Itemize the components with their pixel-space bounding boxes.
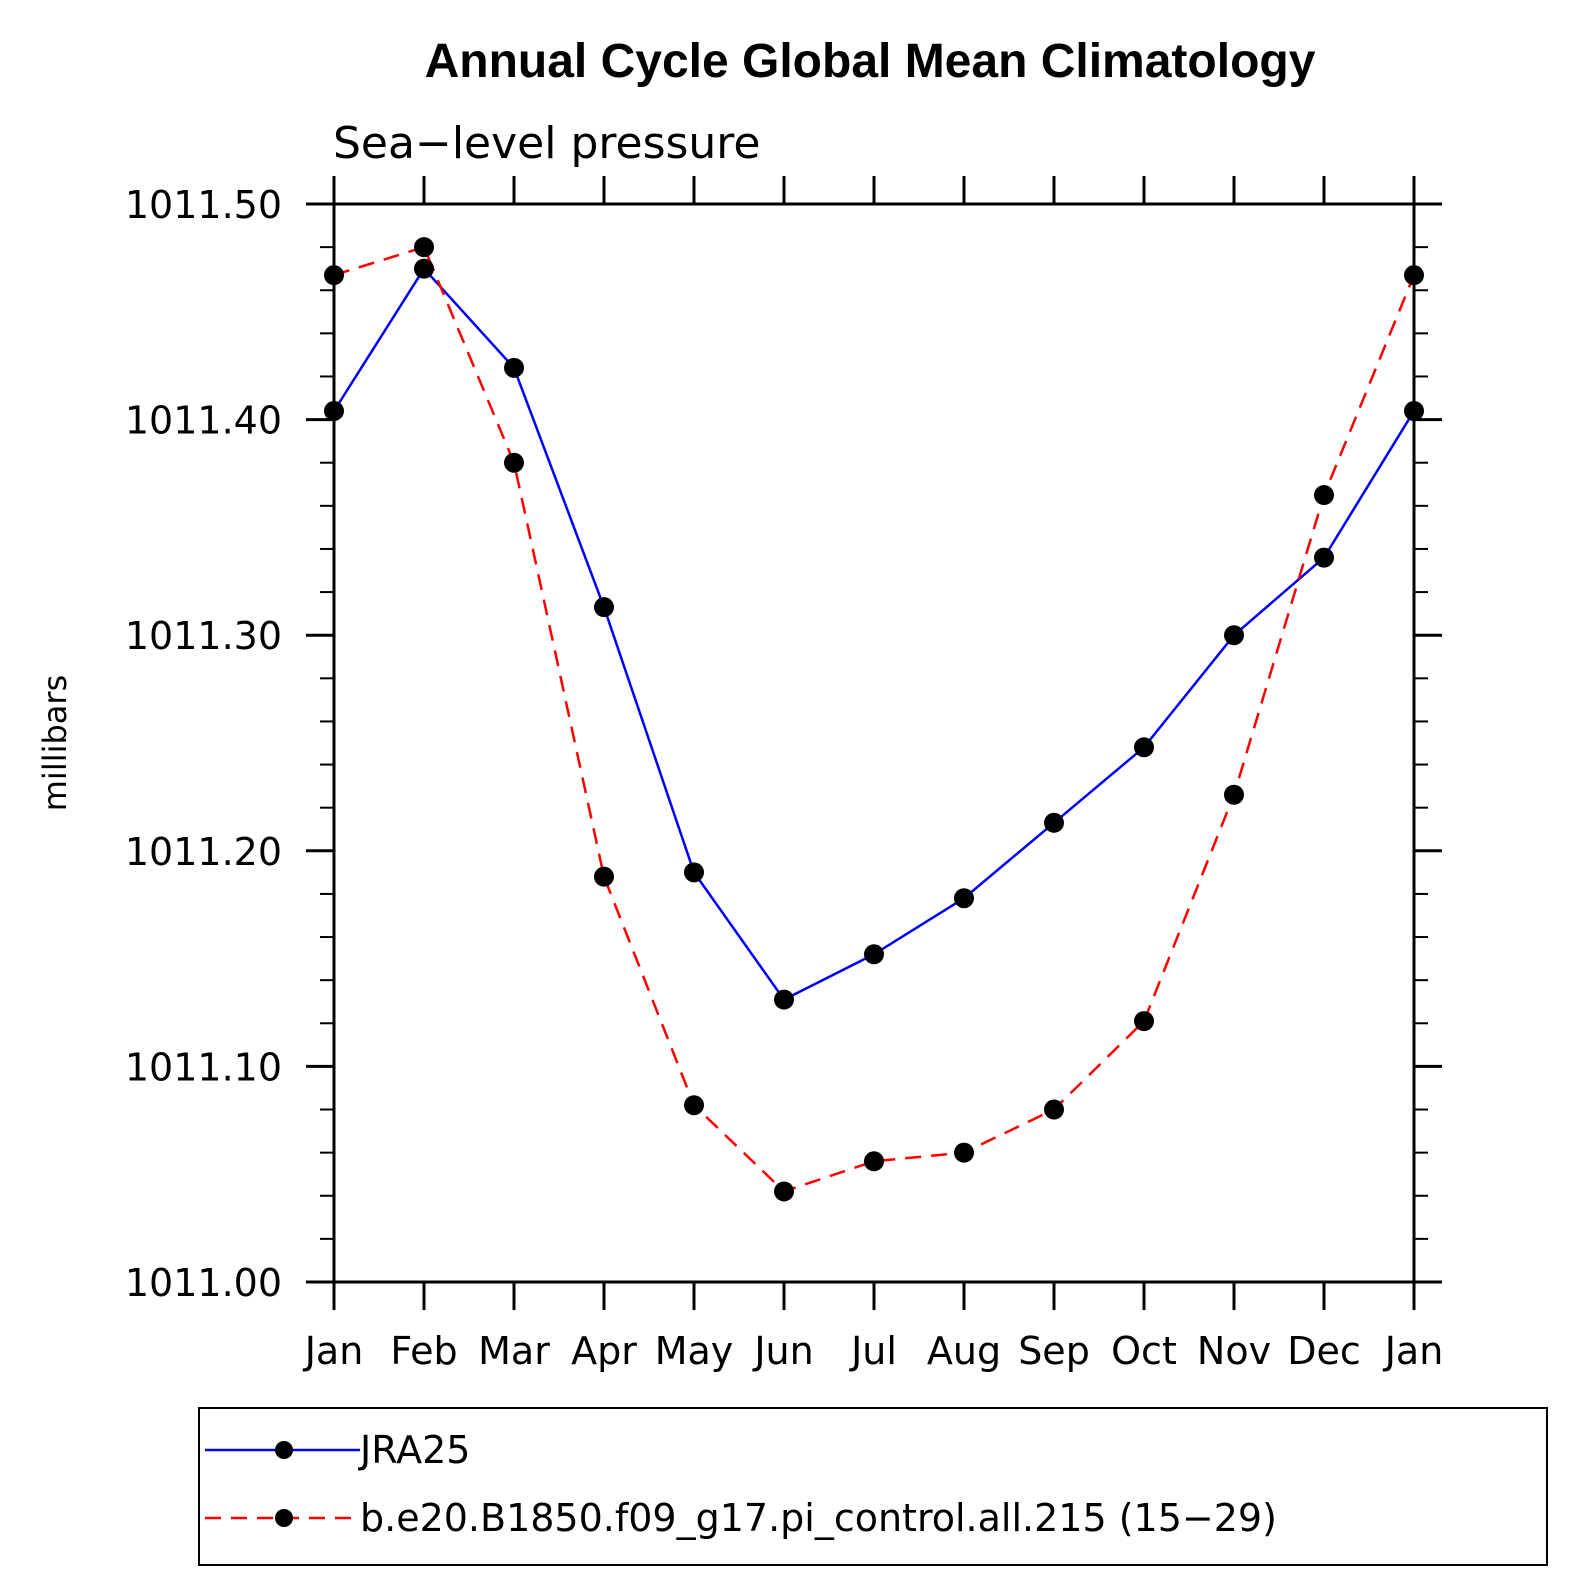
- series-layer: [324, 237, 1424, 1202]
- series-0-point: [1314, 547, 1334, 568]
- series-1-point: [504, 452, 524, 473]
- x-tick-label: Jul: [849, 1329, 897, 1373]
- series-1-point: [1134, 1011, 1154, 1032]
- series-1-point: [1044, 1099, 1064, 1120]
- y-tick-label: 1011.10: [125, 1045, 282, 1089]
- series-1-point: [1314, 485, 1334, 506]
- x-tick-label: Oct: [1111, 1329, 1177, 1373]
- series-1-point: [684, 1095, 704, 1116]
- series-1-point: [774, 1181, 794, 1202]
- y-tick-label: 1011.30: [125, 614, 282, 658]
- x-tick-label: Dec: [1287, 1329, 1361, 1373]
- x-tick-label: Jan: [1383, 1329, 1444, 1373]
- y-tick-label: 1011.20: [125, 830, 282, 874]
- series-0-point: [954, 888, 974, 909]
- x-tick-label: Aug: [927, 1329, 1001, 1373]
- series-1-point: [864, 1151, 884, 1172]
- series-1-point: [954, 1142, 974, 1163]
- series-0-point: [414, 258, 434, 279]
- series-0-point: [1134, 737, 1154, 758]
- x-tick-label: Jan: [303, 1329, 364, 1373]
- series-0-point: [774, 989, 794, 1010]
- y-axis-label: millibars: [36, 675, 74, 811]
- series-0-point: [1044, 812, 1064, 833]
- x-tick-label: Jun: [752, 1329, 813, 1373]
- legend-label-jra25: JRA25: [358, 1428, 470, 1472]
- ticks-layer: Jan Feb Mar Apr May Jun Jul Aug Sep Oct Nov Dec Jan 1…: [125, 176, 1443, 1373]
- legend-label-model: b.e20.B1850.f09_g17.pi_control.all.215 (…: [360, 1496, 1277, 1540]
- x-tick-label: Apr: [571, 1329, 637, 1373]
- series-1-point: [594, 866, 614, 887]
- series-0-point: [684, 862, 704, 883]
- x-tick-label: Feb: [390, 1329, 457, 1373]
- x-tick-label: Mar: [478, 1329, 550, 1373]
- legend-marker-jra25: [275, 1441, 293, 1459]
- chart-subtitle: Sea−level pressure: [333, 118, 761, 169]
- series-line-0: [332, 266, 1416, 1002]
- y-tick-label: 1011.40: [125, 399, 282, 443]
- plot-frame: [332, 202, 1416, 1284]
- series-0-point: [864, 944, 884, 965]
- series-0-point: [504, 357, 524, 378]
- series-0-point: [594, 597, 614, 618]
- x-tick-label: May: [655, 1329, 734, 1373]
- series-1-point: [414, 237, 434, 258]
- legend-box: [198, 1407, 1548, 1566]
- legend: JRA25 b.e20.B1850.f09_g17.pi_control.all…: [198, 1407, 1548, 1566]
- series-line-1: [333, 245, 1416, 1193]
- x-tick-label: Nov: [1197, 1329, 1271, 1373]
- x-tick-label: Sep: [1018, 1329, 1090, 1373]
- chart-title: Annual Cycle Global Mean Climatology: [425, 35, 1316, 88]
- y-tick-label: 1011.00: [125, 1261, 282, 1305]
- y-tick-label: 1011.50: [125, 183, 282, 227]
- legend-marker-model: [275, 1509, 293, 1527]
- series-0-point: [1224, 625, 1244, 646]
- series-1-point: [1224, 784, 1244, 805]
